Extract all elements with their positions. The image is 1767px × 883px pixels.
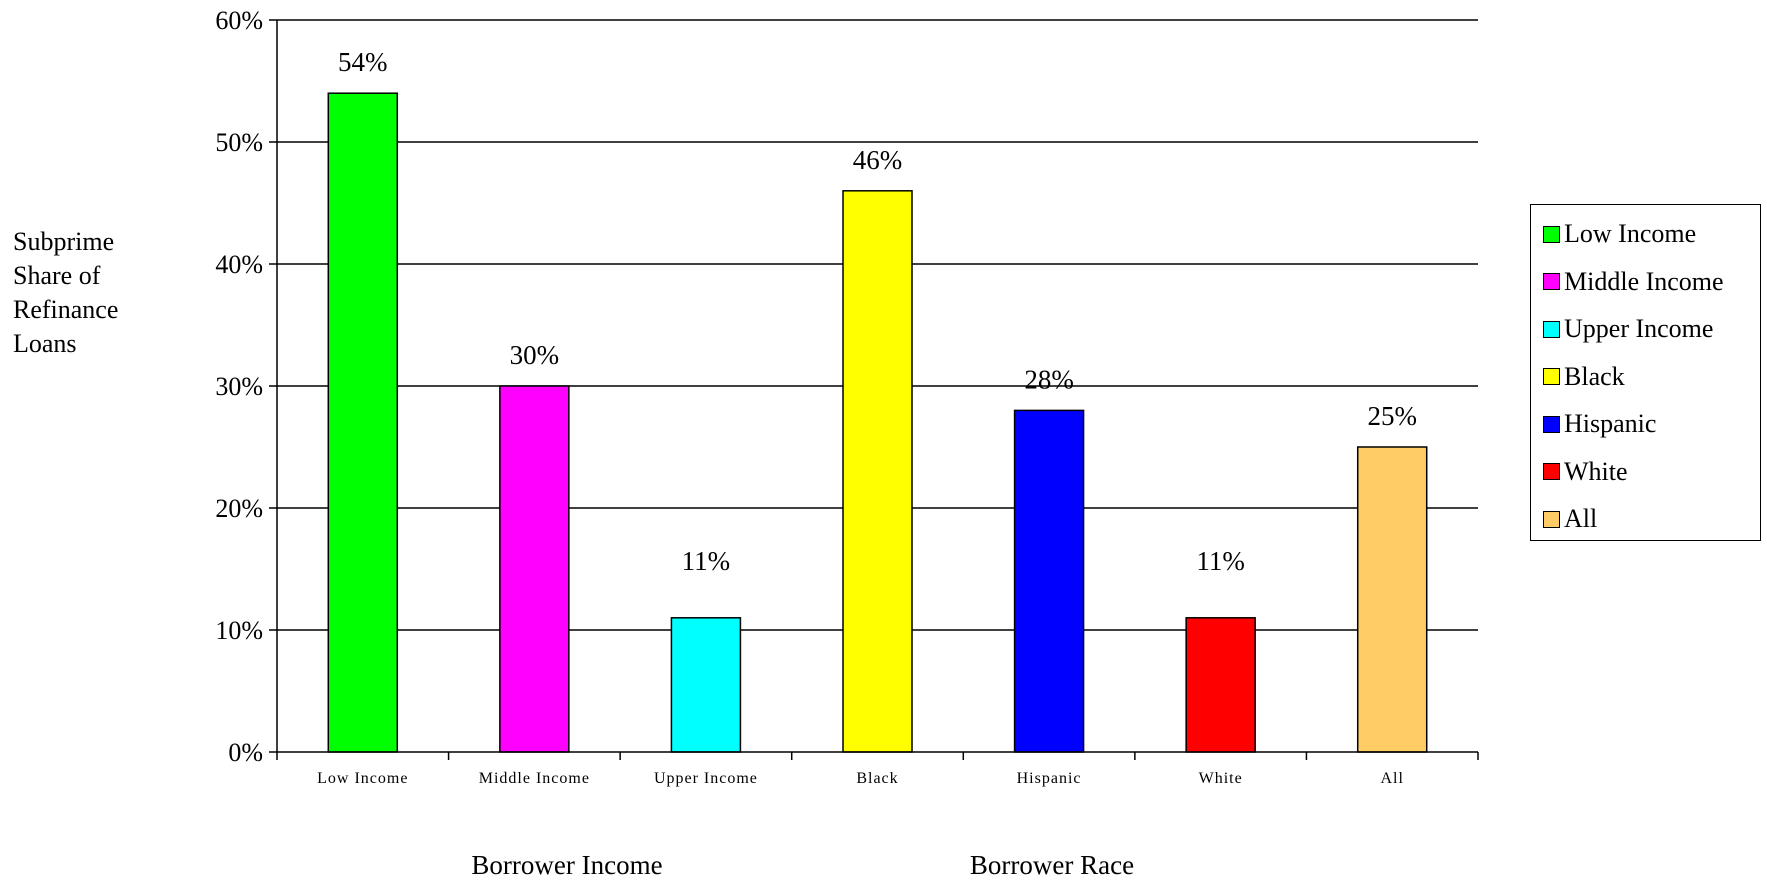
- x-tick-label: Middle Income: [479, 770, 590, 787]
- legend-swatch: [1543, 320, 1560, 338]
- bar-middle-income: [499, 385, 570, 753]
- x-tick-label: White: [1199, 770, 1243, 787]
- legend-label: Hispanic: [1564, 409, 1657, 438]
- legend-label: Black: [1564, 361, 1625, 391]
- legend-swatch: [1543, 510, 1560, 528]
- x-tick-label: Upper Income: [654, 770, 758, 787]
- bar-all: [1356, 446, 1428, 753]
- y-axis-label: Subprime Share of Refinance Loans: [13, 225, 153, 361]
- y-axis-label-line: Share of: [13, 261, 101, 290]
- legend: Low Income Middle Income Upper Income Black…: [1530, 204, 1761, 541]
- x-tick-label: All: [1380, 770, 1403, 787]
- value-label: 25%: [1367, 401, 1417, 431]
- legend-label: All: [1564, 504, 1598, 533]
- value-label: 30%: [510, 340, 560, 370]
- bar-low-income: [327, 92, 399, 753]
- legend-swatch: [1543, 415, 1560, 433]
- legend-swatch: [1543, 463, 1560, 480]
- legend-label: White: [1564, 456, 1628, 486]
- y-tick-label: 30%: [215, 372, 263, 401]
- y-tick-label: 0%: [228, 738, 263, 767]
- legend-label: Low Income: [1564, 219, 1697, 248]
- y-tick-labels: 0% 10% 20% 30% 40% 50% 60%: [215, 6, 263, 767]
- bar-white: [1185, 617, 1256, 753]
- bar-upper-income: [670, 617, 742, 753]
- value-label: 11%: [682, 546, 731, 576]
- value-label: 11%: [1196, 546, 1245, 576]
- x-tick-label: Low Income: [317, 770, 408, 787]
- legend-swatch: [1543, 273, 1560, 290]
- y-tick-label: 50%: [215, 128, 263, 157]
- y-axis-label-line: Loans: [13, 329, 77, 358]
- y-axis-label-line: Refinance: [13, 295, 119, 324]
- x-tick-labels: Low Income Middle Income Upper Income Black…: [317, 770, 1403, 787]
- legend-item: Black: [1543, 362, 1625, 392]
- legend-item: Upper Income: [1543, 314, 1713, 344]
- value-labels: 54% 30% 11% 46% 28% 11% 25%: [338, 47, 1417, 576]
- group-label-borrower-race: Borrower Race: [969, 850, 1135, 880]
- value-label: 46%: [853, 145, 903, 175]
- bar-hispanic: [1013, 409, 1085, 753]
- bars: [327, 92, 1428, 753]
- legend-swatch: [1543, 225, 1560, 243]
- legend-item: Hispanic: [1543, 409, 1656, 439]
- axes: [269, 19, 1479, 760]
- y-tick-label: 40%: [215, 250, 263, 279]
- y-tick-label: 20%: [215, 494, 263, 523]
- legend-item: All: [1543, 504, 1597, 534]
- x-tick-label: Black: [856, 770, 898, 787]
- legend-label: Middle Income: [1564, 266, 1724, 296]
- group-label-borrower-income: Borrower Income: [471, 850, 663, 880]
- value-label: 54%: [338, 47, 388, 77]
- legend-swatch: [1543, 368, 1560, 385]
- value-label: 28%: [1024, 364, 1074, 394]
- legend-item: Low Income: [1543, 219, 1696, 249]
- legend-label: Upper Income: [1564, 314, 1714, 343]
- y-tick-label: 10%: [215, 616, 263, 645]
- x-tick-label: Hispanic: [1017, 770, 1082, 787]
- legend-item: Middle Income: [1543, 267, 1724, 297]
- legend-item: White: [1543, 457, 1628, 487]
- y-tick-label: 60%: [215, 6, 263, 35]
- y-axis-label-line: Subprime: [13, 227, 115, 256]
- bar-black: [842, 190, 913, 753]
